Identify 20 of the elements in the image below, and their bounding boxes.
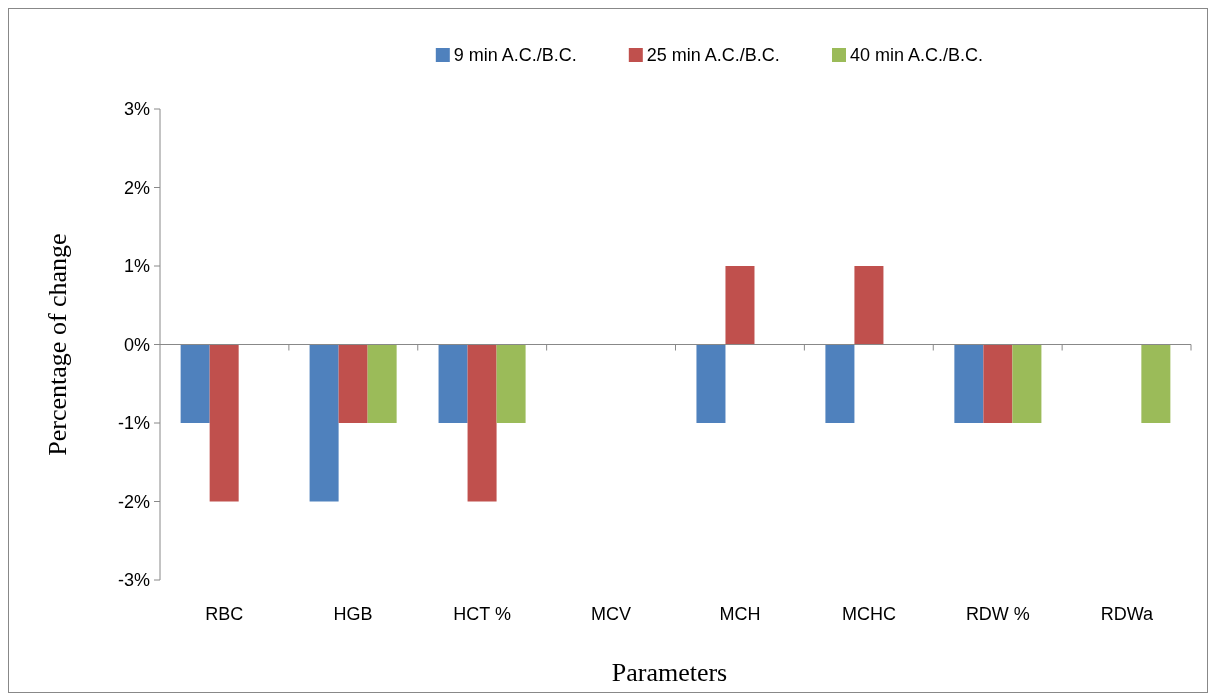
y-tick-label: 0% xyxy=(123,334,150,355)
x-tick-label: RDW % xyxy=(965,604,1030,624)
legend-label: 25 min A.C./B.C. xyxy=(646,45,780,66)
x-tick-label: RDWa xyxy=(1100,604,1154,624)
x-tick-label: RBC xyxy=(205,604,244,624)
y-tick-label: 2% xyxy=(123,177,150,198)
x-tick-label: HGB xyxy=(333,604,373,624)
x-axis-title: Parameters xyxy=(611,658,728,687)
legend-label: 9 min A.C./B.C. xyxy=(453,45,577,66)
x-tick-label: MCHC xyxy=(841,604,896,624)
x-tick-label: HCT % xyxy=(453,604,511,624)
y-tick-label: 1% xyxy=(123,256,150,277)
y-tick-label: 3% xyxy=(123,99,150,120)
y-tick-label: -3% xyxy=(117,570,150,591)
x-tick-label: MCH xyxy=(719,604,761,624)
y-tick-label: -1% xyxy=(117,413,150,434)
x-tick-label: MCV xyxy=(591,604,632,624)
y-tick-label: -2% xyxy=(117,491,150,512)
y-axis-title: Percentage of change xyxy=(43,233,72,456)
legend-label: 40 min A.C./B.C. xyxy=(850,45,984,66)
